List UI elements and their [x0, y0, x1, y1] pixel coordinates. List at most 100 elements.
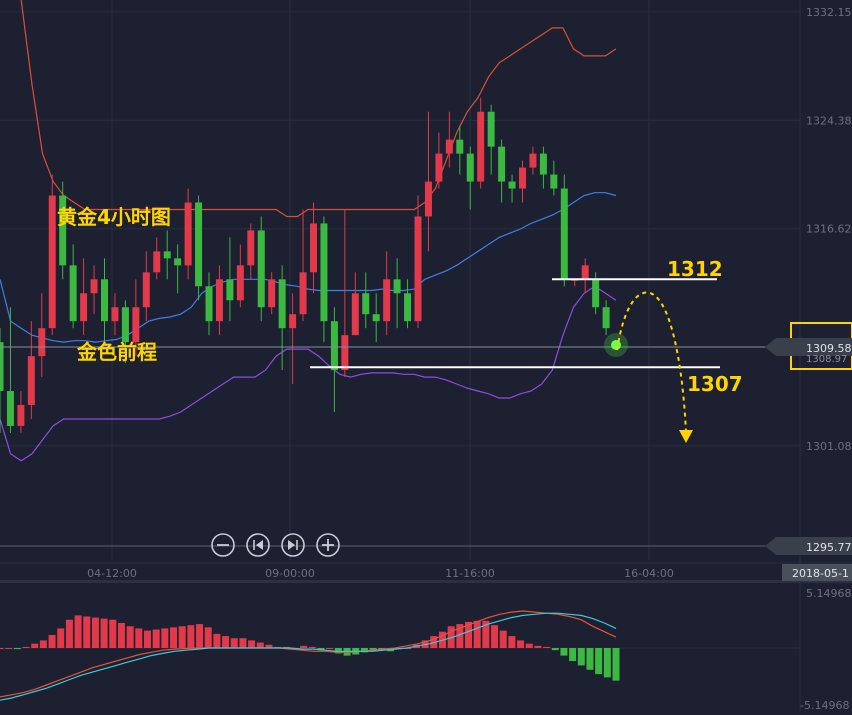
macd-histogram-bar [612, 648, 620, 681]
prev-button[interactable] [246, 533, 270, 557]
macd-histogram-bar [525, 643, 533, 648]
candle-body [362, 293, 370, 315]
candle-body [257, 230, 265, 308]
candle-body [163, 251, 171, 259]
time-axis: 04-12:00 09-00:00 11-16:00 16-04:00 2018-05-… [0, 562, 852, 583]
lower-band-line [0, 285, 617, 462]
macd-histogram-bar [161, 628, 169, 648]
zoom-in-button[interactable] [316, 533, 340, 557]
zoom-out-button[interactable] [211, 533, 235, 557]
candle-body [310, 223, 317, 273]
time-tick-label: 11-16:00 [445, 567, 495, 580]
macd-histogram-bar [265, 644, 273, 648]
macd-histogram-bar [39, 640, 47, 648]
candle-body [372, 314, 380, 322]
candle-body [268, 279, 276, 308]
time-tick-label: 04-12:00 [87, 567, 137, 580]
next-button[interactable] [281, 533, 305, 557]
candle-body [38, 328, 46, 357]
macd-histogram-bar [31, 643, 39, 648]
candle-body [195, 202, 203, 287]
projection-path [616, 291, 687, 433]
time-tick-label: 09-00:00 [265, 567, 315, 580]
macd-histogram-bar [569, 648, 577, 662]
candle-body [101, 279, 108, 322]
macd-histogram-bar [491, 625, 499, 648]
candle-body [529, 153, 537, 168]
macd-histogram-bar [117, 622, 125, 648]
candle-body [508, 181, 516, 189]
skip-forward-icon [281, 533, 305, 557]
mid-band-line [0, 192, 617, 343]
macd-histogram-bar [248, 640, 256, 648]
macd-histogram-bar [222, 636, 230, 648]
candle-body [456, 139, 464, 154]
macd-histogram-bar [404, 648, 412, 649]
macd-histogram-bar [126, 626, 134, 648]
candle-body [226, 279, 234, 301]
candle-body [205, 286, 213, 322]
macd-histogram-bar [508, 636, 516, 648]
macd-histogram-bar [499, 630, 507, 648]
minus-icon [211, 533, 235, 557]
candle-body [424, 181, 432, 217]
annotation-label-1312: 1312 [667, 257, 723, 281]
plus-icon [316, 533, 340, 557]
candle-body [299, 272, 307, 315]
marker-price-label: 1295.77 [806, 541, 852, 554]
candle-body [539, 153, 547, 175]
macd-top-label: 5.14968 [806, 587, 852, 600]
macd-panel: 5.14968 -5.14968 [0, 587, 852, 712]
candle-body [215, 279, 223, 322]
macd-histogram-bar [91, 617, 99, 648]
candle-body [592, 279, 600, 308]
watermark-text: 金色前程 [76, 340, 157, 364]
macd-histogram-bar [196, 624, 204, 648]
date-stamp-box [782, 564, 852, 581]
macd-histogram-bar [543, 646, 551, 648]
candle-body [519, 167, 526, 189]
macd-histogram-bar [5, 648, 13, 649]
macd-histogram-bar [152, 629, 160, 648]
macd-histogram-bar [360, 648, 368, 653]
current-price-label: 1309.58 [806, 342, 852, 355]
macd-bottom-label: -5.14968 [800, 699, 849, 711]
macd-dea-line [0, 612, 617, 701]
candle-body [132, 307, 140, 343]
candle-body [236, 265, 244, 301]
candle-body [247, 230, 255, 266]
macd-histogram-bar [74, 615, 82, 648]
candle-body [393, 279, 401, 294]
macd-histogram-bar [482, 620, 490, 648]
price-tick-label: 1301.08 [806, 440, 852, 453]
macd-histogram-bar [100, 618, 108, 648]
candle-body [498, 146, 506, 182]
candle-body [174, 258, 182, 266]
macd-histogram-bar [239, 638, 247, 648]
projection-arrowhead [679, 430, 693, 443]
candle-body [48, 195, 56, 329]
macd-histogram-bar [22, 646, 30, 648]
macd-histogram-bar [577, 648, 585, 666]
macd-histogram-bar [473, 620, 481, 648]
candle-body [142, 272, 150, 308]
marker-price-tag [765, 537, 852, 555]
macd-histogram-bar [204, 627, 212, 648]
macd-histogram-bar [135, 628, 143, 648]
grid-lines [0, 0, 801, 711]
macd-histogram-bar [586, 648, 594, 670]
candle-body [69, 265, 77, 322]
macd-histogram-bar [65, 619, 73, 648]
candle-body [487, 111, 495, 147]
candle-body [278, 279, 286, 329]
macd-histogram-bar [13, 648, 21, 650]
candle-body [435, 153, 443, 182]
candle-body [383, 279, 391, 322]
macd-histogram-bar [595, 648, 603, 675]
chart-title: 黄金4小时图 [57, 205, 171, 229]
macd-histogram-bar [465, 621, 473, 648]
macd-histogram-bar [57, 628, 65, 648]
macd-histogram-bar [534, 645, 542, 648]
